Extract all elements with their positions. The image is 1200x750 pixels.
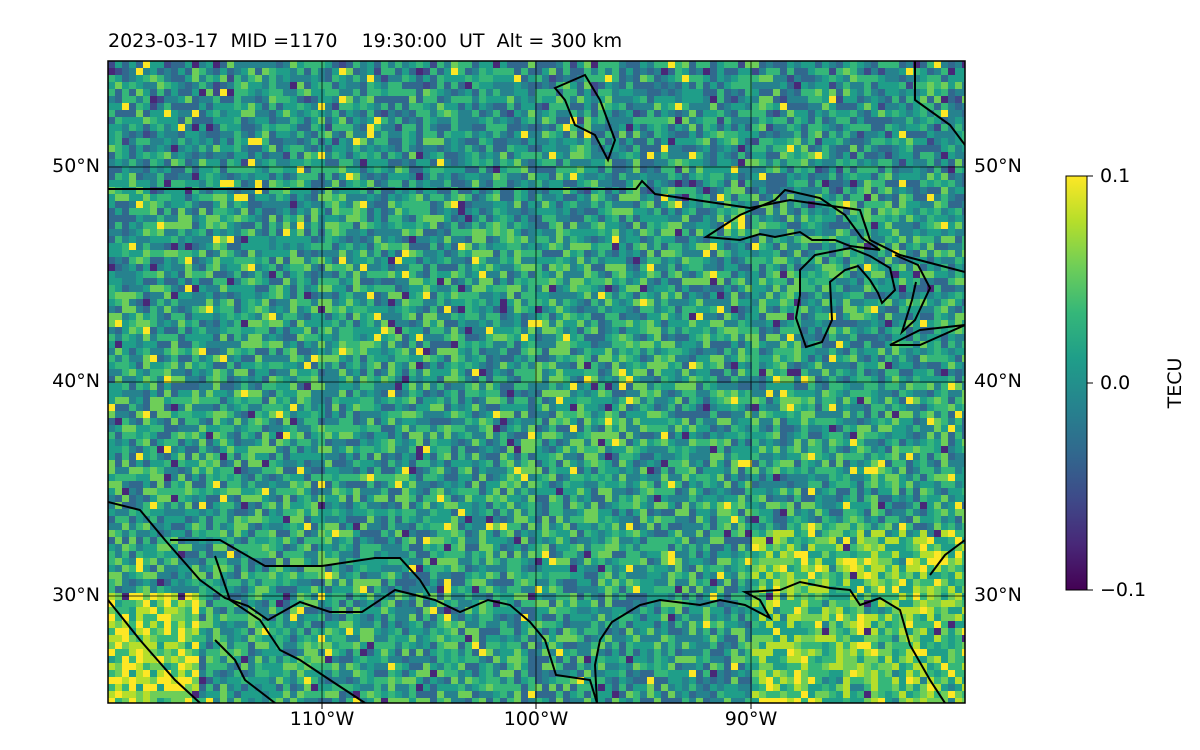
lake-superior-outline [703, 188, 881, 251]
axis-ticks [321, 703, 752, 709]
lake-huron-outline [894, 254, 932, 336]
us-canada-border [108, 179, 965, 273]
lake-michigan-outline [794, 246, 897, 349]
coastlines [108, 61, 965, 703]
colorbar-tick-min: −0.1 [1100, 579, 1147, 601]
lon-tick-110w: 110°W [289, 708, 355, 730]
colorbar-ticks [1087, 175, 1093, 591]
lake-erie-outline [889, 324, 965, 346]
lon-tick-100w: 100°W [503, 708, 569, 730]
gulf-coast-texas [593, 580, 946, 703]
gulf-of-california [214, 555, 366, 703]
lat-tick-50n-right: 50°N [974, 155, 1022, 177]
baja-california [170, 539, 431, 597]
florida-coast [929, 539, 965, 576]
lat-tick-30n: 30°N [52, 584, 100, 606]
hudson-bay-outline [553, 73, 617, 163]
northeast-coast [914, 61, 965, 146]
pacific-coast-mexico [108, 599, 201, 703]
colorbar-tick-max: 0.1 [1100, 165, 1131, 187]
lat-tick-50n: 50°N [52, 155, 100, 177]
map-title: 2023-03-17 MID =1170 19:30:00 UT Alt = 3… [108, 30, 623, 52]
lon-tick-90w: 90°W [724, 708, 778, 730]
yucatan-coast [214, 639, 276, 703]
mexico-border [108, 501, 598, 703]
lat-tick-40n: 40°N [52, 370, 100, 392]
colorbar-tick-zero: 0.0 [1100, 372, 1131, 394]
tec-pixel-field [108, 61, 965, 703]
colorbar [1065, 175, 1088, 591]
colorbar-title: TECU [1164, 357, 1186, 409]
lat-tick-40n-right: 40°N [974, 370, 1022, 392]
lat-tick-30n-right: 30°N [974, 584, 1022, 606]
